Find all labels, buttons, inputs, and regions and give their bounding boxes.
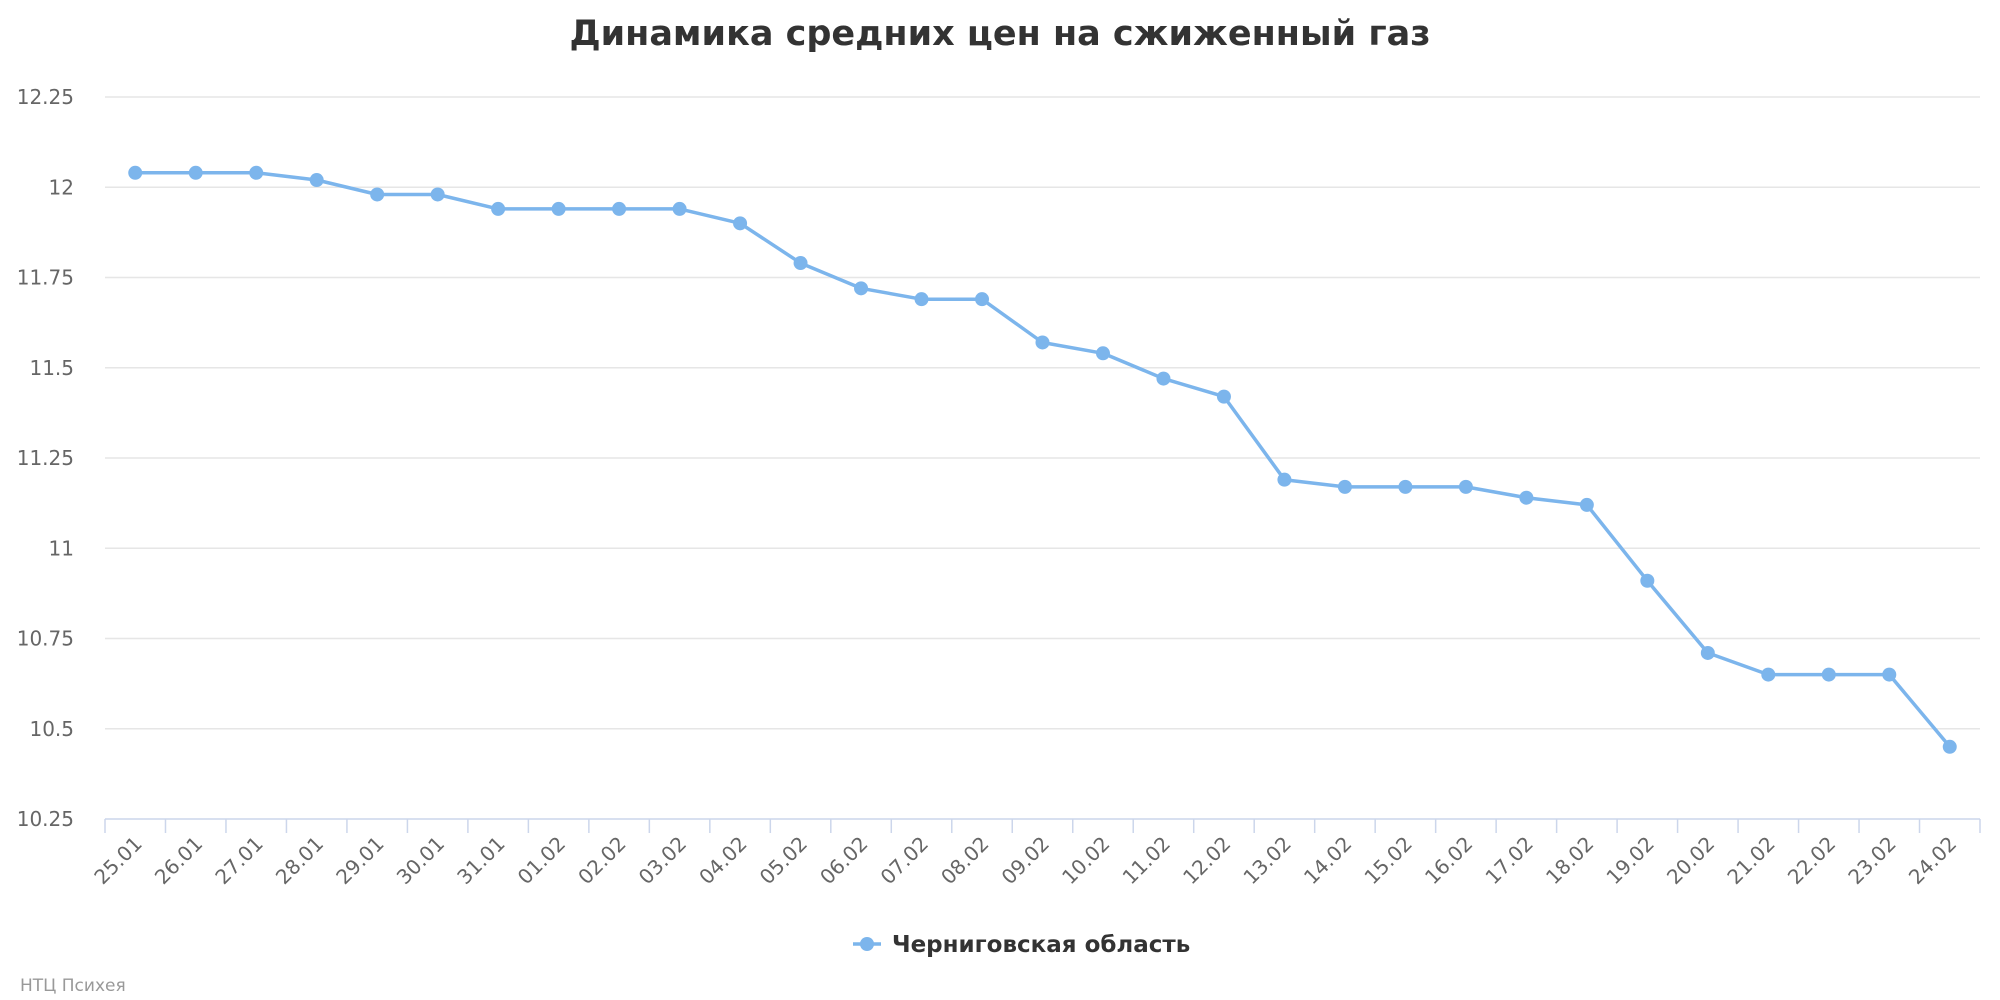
data-point [1821,667,1836,682]
x-tick-label: 02.02 [573,832,630,889]
data-point [975,292,990,307]
data-point [1882,667,1897,682]
x-tick-label: 26.01 [150,832,207,889]
x-tick-label: 11.02 [1118,832,1175,889]
x-tick-label: 28.01 [271,832,328,889]
x-tick-label: 16.02 [1420,832,1477,889]
y-tick-label: 11.5 [29,356,74,380]
data-point [128,165,143,180]
data-point [1035,335,1050,350]
x-tick-label: 31.01 [452,832,509,889]
data-point [1579,497,1594,512]
x-tick-label: 17.02 [1480,832,1537,889]
x-tick-label: 18.02 [1541,832,1598,889]
data-point [1156,371,1171,386]
x-tick-label: 08.02 [936,832,993,889]
data-point [1458,479,1473,494]
y-tick-label: 12.25 [17,85,74,109]
y-tick-label: 11.75 [17,266,74,290]
credit-label: НТЦ Психея [20,976,126,996]
x-tick-label: 24.02 [1904,832,1961,889]
data-point [1700,645,1715,660]
x-tick-label: 30.01 [392,832,449,889]
series-group [128,165,1957,754]
legend-label: Черниговская область [892,932,1190,958]
data-point [249,165,264,180]
data-point [309,173,324,188]
data-point [1640,573,1655,588]
data-point [1095,346,1110,361]
x-tick-label: 09.02 [997,832,1054,889]
y-tick-label: 12 [49,175,74,199]
grid-lines [105,96,1980,730]
y-axis: 10.25 10.5 10.75 11 11.25 11.5 11.75 12 12.25 [17,85,74,831]
x-tick-label: 25.01 [89,832,146,889]
x-tick-label: 06.02 [815,832,872,889]
data-point [1216,389,1231,404]
x-axis: 25.01 26.01 27.01 28.01 29.01 30.01 31.01 01.02… [89,818,1981,889]
series-line [135,171,1952,748]
data-point [430,187,445,202]
x-tick-label: 03.02 [634,832,691,889]
legend-marker-icon [860,937,874,951]
data-point [854,281,869,296]
x-tick-label: 23.02 [1843,832,1900,889]
x-tick-label: 01.02 [513,832,570,889]
data-point [793,256,808,271]
x-tick-label: 15.02 [1359,832,1416,889]
y-tick-label: 11.25 [17,446,74,470]
y-tick-label: 11 [49,536,74,560]
x-tick-label: 14.02 [1299,832,1356,889]
x-tick-label: 21.02 [1722,832,1779,889]
data-point [370,187,385,202]
x-tick-label: 19.02 [1601,832,1658,889]
data-point [914,292,929,307]
x-tick-label: 12.02 [1178,832,1235,889]
x-tick-label: 05.02 [755,832,812,889]
y-tick-label: 10.75 [17,627,74,651]
x-tick-label: 13.02 [1239,832,1296,889]
data-point [1337,479,1352,494]
x-tick-label: 10.02 [1057,832,1114,889]
x-tick-label: 27.01 [210,832,267,889]
data-point [612,201,627,216]
data-point [188,165,203,180]
legend[interactable]: Черниговская область [853,932,1190,958]
chart-title: Динамика средних цен на сжиженный газ [569,14,1430,54]
y-tick-label: 10.5 [29,717,74,741]
data-point [1942,739,1957,754]
data-point [733,216,748,231]
x-tick-label: 04.02 [694,832,751,889]
x-tick-label: 29.01 [331,832,388,889]
data-point [1519,490,1534,505]
data-point [1761,667,1776,682]
x-tick-label: 22.02 [1783,832,1840,889]
y-tick-label: 10.25 [17,807,74,831]
data-point [491,201,506,216]
data-point [1277,472,1292,487]
data-point [1398,479,1413,494]
x-tick-label: 07.02 [876,832,933,889]
x-tick-label: 20.02 [1662,832,1719,889]
data-point [551,201,566,216]
data-point [672,201,687,216]
